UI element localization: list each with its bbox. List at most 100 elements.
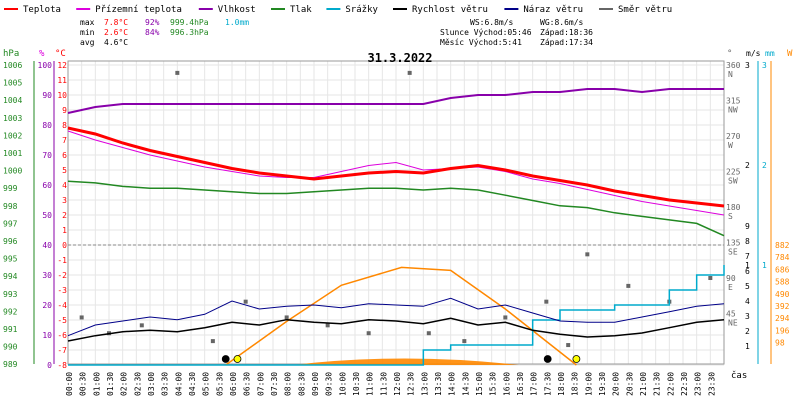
stat-max-pres: 999.4hPa (170, 18, 209, 27)
tick-temperature: -4 (57, 301, 67, 310)
stat-wg: WG:8.6m/s (540, 18, 584, 27)
tick-time: 06:00 (229, 372, 238, 396)
stat-min-pres: 996.3hPa (170, 28, 209, 37)
direction-point (544, 299, 549, 304)
tick-pressure: 1000 (3, 167, 22, 176)
tick-time: 22:30 (680, 372, 689, 396)
tick-pressure: 990 (3, 343, 18, 352)
tick-pressure: 989 (3, 360, 18, 369)
tick-rain: 3 (762, 61, 767, 70)
tick-solar: 98 (775, 339, 785, 348)
tick-wind: 8 (745, 237, 750, 246)
tick-pressure: 999 (3, 184, 18, 193)
tick-solar: 294 (775, 314, 790, 323)
tick-time: 07:00 (256, 372, 265, 396)
tick-temperature: -7 (57, 346, 67, 355)
tick-pressure: 1002 (3, 131, 22, 140)
tick-time: 00:30 (79, 372, 88, 396)
series-ground-temp (67, 130, 725, 216)
tick-wind: 7 (745, 252, 750, 261)
direction-point (210, 339, 215, 344)
tick-direction-letter: E (728, 283, 733, 292)
series-pressure (67, 180, 725, 237)
tick-time: 23:00 (694, 372, 703, 396)
tick-temperature: 3 (62, 196, 67, 205)
tick-wind: 9 (745, 222, 750, 231)
tick-temperature: -5 (57, 316, 67, 325)
direction-point (325, 323, 330, 328)
tick-temperature: 2 (62, 211, 67, 220)
tick-temperature: 10 (57, 91, 67, 100)
tick-humidity: 20 (42, 301, 52, 310)
tick-pressure: 997 (3, 219, 18, 228)
tick-temperature: 0 (62, 241, 67, 250)
tick-wind: 3 (745, 312, 750, 321)
tick-solar: 784 (775, 253, 790, 262)
tick-solar: 588 (775, 278, 790, 287)
direction-point (175, 70, 180, 75)
tick-wind: 3 (745, 61, 750, 70)
axis-unit-time: čas (731, 370, 747, 381)
tick-time: 07:30 (270, 372, 279, 396)
tick-solar: 392 (775, 302, 790, 311)
tick-time: 15:30 (489, 372, 498, 396)
tick-temperature: 11 (57, 76, 67, 85)
tick-rain: 2 (762, 161, 767, 170)
stat-sun: Slunce Východ:05:46 (440, 28, 532, 37)
tick-temperature: -6 (57, 331, 67, 340)
tick-time: 11:30 (379, 372, 388, 396)
legend-label: Rychlost větru (412, 5, 488, 15)
tick-time: 05:00 (202, 372, 211, 396)
stat-min-hum: 84% (145, 28, 160, 37)
stat-max-rain: 1.0mm (225, 18, 249, 27)
tick-direction: 315 (726, 97, 741, 106)
axis-unit-ms: m/s (746, 49, 761, 58)
tick-time: 20:00 (612, 372, 621, 396)
tick-solar: 490 (775, 290, 790, 299)
tick-temperature: -1 (57, 256, 67, 265)
tick-temperature: 9 (62, 106, 67, 115)
tick-humidity: 60 (42, 181, 52, 190)
tick-pressure: 1001 (3, 149, 22, 158)
tick-direction-letter: SW (728, 177, 738, 186)
tick-wind: 2 (745, 161, 750, 170)
sun-marker (233, 355, 242, 363)
tick-humidity: 0 (47, 361, 52, 370)
tick-time: 16:30 (516, 372, 525, 396)
tick-time: 10:00 (338, 372, 347, 396)
tick-pressure: 994 (3, 272, 18, 281)
tick-pressure: 992 (3, 307, 18, 316)
tick-direction: 135 (726, 239, 741, 248)
tick-direction: 360 (726, 61, 741, 70)
tick-direction-letter: W (728, 141, 733, 150)
tick-time: 05:30 (215, 372, 224, 396)
tick-time: 04:00 (174, 372, 183, 396)
sun-marker (572, 355, 581, 363)
tick-time: 17:00 (530, 372, 539, 396)
tick-pressure: 1005 (3, 79, 22, 88)
tick-temperature: 4 (62, 181, 67, 190)
tick-temperature: 6 (62, 151, 67, 160)
stat-avg-temp: 4.6°C (104, 38, 128, 47)
tick-time: 03:00 (147, 372, 156, 396)
series-temperature (67, 126, 725, 208)
tick-direction: 180 (726, 203, 741, 212)
tick-direction: 90 (726, 274, 736, 283)
tick-pressure: 991 (3, 325, 18, 334)
tick-wind: 1 (745, 342, 750, 351)
direction-point (139, 323, 144, 328)
tick-direction-letter: NW (728, 106, 738, 115)
direction-point (366, 331, 371, 336)
tick-pressure: 1006 (3, 61, 22, 70)
tick-humidity: 90 (42, 91, 52, 100)
tick-time: 20:30 (625, 372, 634, 396)
series-solar (225, 266, 577, 366)
tick-wind: 6 (745, 267, 750, 276)
stat-sun-set: Západ:18:36 (540, 28, 593, 37)
series-wind-gust (67, 297, 725, 337)
legend-label: Vlhkost (218, 5, 256, 15)
tick-pressure: 998 (3, 202, 18, 211)
tick-time: 13:00 (420, 372, 429, 396)
tick-time: 09:30 (325, 372, 334, 396)
